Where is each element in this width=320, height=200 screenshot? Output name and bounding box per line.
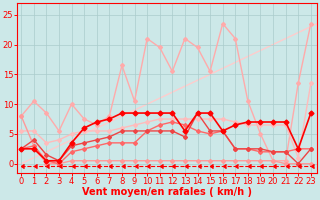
X-axis label: Vent moyen/en rafales ( km/h ): Vent moyen/en rafales ( km/h ) <box>82 187 252 197</box>
